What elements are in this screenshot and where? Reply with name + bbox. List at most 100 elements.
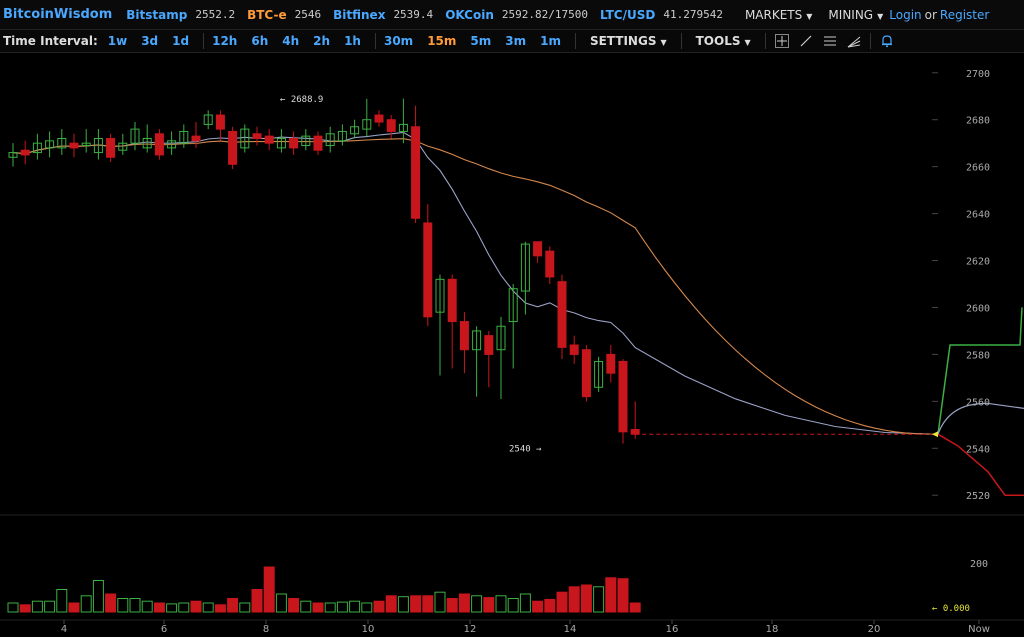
chevron-down-icon: ▼ — [806, 11, 813, 21]
interval-1w[interactable]: 1w — [107, 34, 128, 48]
interval-15m[interactable]: 15m — [427, 34, 457, 48]
x-tick-label: Now — [968, 624, 990, 635]
market-ltcusd[interactable]: LTC/USD 41.279542 — [600, 8, 723, 22]
interval-5m[interactable]: 5m — [470, 34, 492, 48]
time-interval-label: Time Interval: — [3, 34, 98, 48]
interval-3m[interactable]: 3m — [505, 34, 527, 48]
y-tick-label: 2600 — [966, 303, 990, 314]
candle-body — [57, 137, 67, 149]
interval-30m[interactable]: 30m — [383, 34, 414, 48]
interval-1m[interactable]: 1m — [540, 34, 561, 48]
tools-menu[interactable]: TOOLS ▼ — [696, 34, 751, 48]
candle-body — [301, 135, 311, 147]
brand-logo[interactable]: BitcoinWisdom — [3, 7, 113, 22]
line-draw-icon[interactable] — [798, 33, 814, 49]
interval-12h[interactable]: 12h — [212, 34, 238, 48]
candle-body — [533, 241, 543, 257]
volume-bar — [214, 604, 226, 613]
interval-1d[interactable]: 1d — [172, 34, 190, 48]
market-name[interactable]: LTC/USD — [599, 7, 656, 22]
divider — [574, 33, 576, 49]
x-tick-label: 16 — [666, 624, 679, 635]
volume-bar — [556, 591, 568, 613]
top-market-bar: BitcoinWisdom Bitstamp 2552.2 BTC-e 2546… — [0, 0, 1024, 30]
low-price-label: 2540 → — [509, 444, 542, 454]
price-axis: 2700 2680 2660 2640 2620 2600 2580 2560 2540 2520… — [932, 69, 990, 614]
candle-body — [203, 114, 213, 125]
markets-menu[interactable]: MARKETS ▼ — [745, 8, 812, 22]
candle-body — [81, 142, 91, 147]
register-link[interactable]: Register — [939, 7, 990, 22]
candle-body — [240, 128, 250, 149]
chart-grid — [0, 72, 1024, 621]
candle-body — [569, 344, 579, 355]
y-tick-label: 2560 — [966, 397, 990, 408]
volume-bar — [288, 598, 300, 613]
volume-bar — [629, 602, 641, 613]
volume-bar — [446, 598, 458, 613]
candle-body — [484, 335, 494, 355]
interval-2h[interactable]: 2h — [313, 34, 331, 48]
volume-bar — [178, 602, 190, 613]
market-price: 2592.82/17500 — [501, 8, 588, 21]
market-price: 2539.4 — [393, 8, 434, 21]
volume-marker: ← 0.000 — [932, 604, 970, 614]
current-price-marker — [932, 431, 938, 438]
candle-body — [508, 288, 518, 323]
interval-4h[interactable]: 4h — [282, 34, 300, 48]
market-name[interactable]: Bitstamp — [126, 7, 188, 22]
volume-bar — [202, 602, 214, 613]
price-chart[interactable]: 2700 2680 2660 2640 2620 2600 2580 2560 2540 2520… — [0, 54, 1024, 637]
market-name[interactable]: BTC-e — [247, 7, 287, 22]
candle-body — [93, 137, 103, 154]
candle-body — [264, 135, 274, 144]
volume-axis-label: 200 — [970, 559, 988, 570]
crosshair-icon[interactable] — [774, 33, 790, 49]
volume-bar — [263, 566, 275, 613]
tools-label: TOOLS — [695, 34, 741, 48]
volume-bar — [7, 602, 19, 613]
candle-body — [142, 137, 152, 149]
candle-body — [179, 130, 189, 144]
candle-body — [362, 119, 372, 130]
y-tick-label: 2620 — [966, 257, 990, 268]
volume-bar — [580, 584, 592, 613]
candlestick-series — [8, 98, 935, 444]
candle-body — [350, 126, 360, 135]
market-name[interactable]: Bitfinex — [333, 7, 386, 22]
interval-1h[interactable]: 1h — [344, 34, 361, 48]
settings-menu[interactable]: SETTINGS ▼ — [590, 34, 667, 48]
fan-tool-icon[interactable] — [846, 33, 862, 49]
volume-bar — [275, 593, 287, 613]
fib-lines-icon[interactable] — [822, 33, 838, 49]
candle-body — [472, 330, 482, 351]
mining-menu[interactable]: MINING ▼ — [828, 8, 883, 22]
volume-bar — [336, 601, 348, 613]
volume-bar — [239, 602, 251, 613]
market-bitfinex[interactable]: Bitfinex 2539.4 — [333, 8, 433, 22]
candle-body — [20, 149, 30, 156]
x-tick-label: 10 — [362, 624, 375, 635]
candle-body — [459, 321, 469, 351]
candle-body — [69, 142, 79, 149]
markets-menu-label: MARKETS — [744, 7, 803, 22]
candle-body — [398, 123, 408, 132]
candle-body — [252, 133, 262, 139]
volume-bar — [434, 591, 446, 613]
market-okcoin[interactable]: OKCoin 2592.82/17500 — [445, 8, 588, 22]
market-bitstamp[interactable]: Bitstamp 2552.2 — [126, 8, 235, 22]
volume-bar — [251, 589, 263, 613]
alert-bell-icon[interactable] — [879, 33, 895, 49]
volume-bar — [19, 604, 31, 613]
market-price: 41.279542 — [663, 8, 723, 21]
volume-bar — [605, 577, 617, 613]
interval-6h[interactable]: 6h — [251, 34, 269, 48]
interval-3d[interactable]: 3d — [141, 34, 159, 48]
market-name[interactable]: OKCoin — [445, 7, 494, 22]
candle-body — [447, 278, 457, 323]
market-btce[interactable]: BTC-e 2546 — [247, 8, 321, 22]
volume-bar — [44, 600, 56, 613]
market-price: 2546 — [294, 8, 322, 21]
divider — [869, 33, 871, 49]
login-link[interactable]: Login — [889, 7, 922, 22]
